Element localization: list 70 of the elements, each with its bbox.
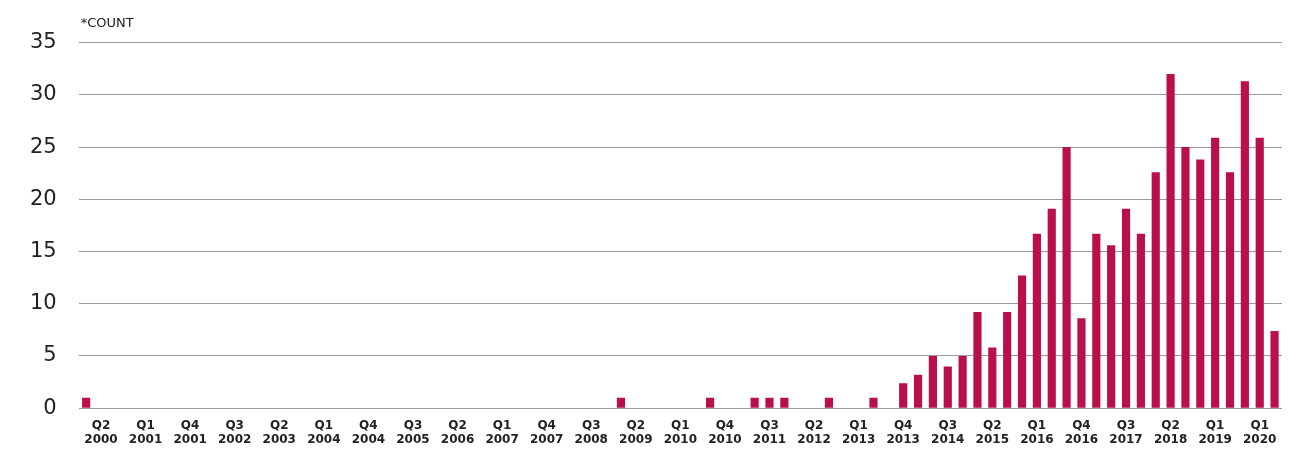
y-tick-label: 15 xyxy=(29,237,57,262)
bar xyxy=(1211,137,1220,408)
x-tick-label: Q1 2010 xyxy=(663,417,698,446)
bar xyxy=(1151,172,1160,408)
bar xyxy=(1032,233,1041,408)
bar xyxy=(705,397,715,408)
bar xyxy=(1255,137,1264,408)
bar xyxy=(824,397,833,408)
y-tick-label: 0 xyxy=(43,394,57,419)
x-tick-label: Q4 2001 xyxy=(173,417,207,446)
y-tick-label: 10 xyxy=(29,290,57,315)
x-tick-label: Q3 2011 xyxy=(752,417,787,446)
x-tick-label: Q3 2002 xyxy=(218,417,252,446)
y-tick-label: 30 xyxy=(29,81,57,106)
bar xyxy=(943,366,952,408)
y-tick-label: 5 xyxy=(43,342,57,367)
bar xyxy=(765,397,774,408)
x-tick-label: Q1 2001 xyxy=(128,417,163,446)
x-tick-label: Q1 2004 xyxy=(307,417,341,446)
x-tick-label: Q3 2005 xyxy=(396,417,430,446)
y-tick-label: 25 xyxy=(29,133,57,158)
bar xyxy=(1225,172,1235,408)
bar xyxy=(899,383,908,408)
x-tick-label: Q1 2013 xyxy=(841,417,876,446)
x-tick-label: Q1 2019 xyxy=(1198,417,1232,446)
x-tick-label: Q4 2004 xyxy=(351,417,386,446)
y-tick-label: 35 xyxy=(29,29,57,54)
x-tick-label: Q2 2009 xyxy=(619,417,653,446)
x-tick-label: Q2 2012 xyxy=(797,417,831,446)
bar xyxy=(1196,159,1205,408)
bar xyxy=(780,397,789,408)
x-tick-label: Q2 2000 xyxy=(84,417,118,446)
bar xyxy=(1240,81,1249,408)
x-tick-label: Q3 2014 xyxy=(931,417,965,446)
bar xyxy=(1047,208,1056,408)
bar xyxy=(1181,147,1190,408)
y-axis-title: *COUNT xyxy=(80,15,134,31)
y-tick-label: 20 xyxy=(29,185,57,210)
bar xyxy=(1017,275,1027,408)
bar xyxy=(928,355,937,408)
bar xyxy=(958,355,967,408)
x-tick-label: Q2 2003 xyxy=(262,417,296,446)
x-tick-label: Q4 2010 xyxy=(708,417,742,446)
bar xyxy=(1062,147,1071,408)
x-tick-label: Q1 2016 xyxy=(1020,417,1054,446)
x-tick-label: Q2 2015 xyxy=(975,417,1010,446)
x-tick-label: Q4 2013 xyxy=(886,417,920,446)
bar xyxy=(1107,245,1116,408)
bar xyxy=(988,347,997,408)
bar xyxy=(973,312,982,408)
bar xyxy=(750,397,759,408)
x-tick-label: Q4 2007 xyxy=(529,417,564,446)
x-tick-label: Q2 2006 xyxy=(440,417,475,446)
bar xyxy=(1077,318,1086,408)
bar xyxy=(869,397,878,408)
bar xyxy=(1092,233,1101,408)
bar xyxy=(1270,330,1279,408)
bar xyxy=(1121,208,1131,408)
x-tick-label: Q3 2017 xyxy=(1109,417,1143,446)
x-tick-label: Q3 2008 xyxy=(574,417,608,446)
bar xyxy=(1166,73,1175,408)
bar xyxy=(616,397,626,408)
x-tick-label: Q4 2016 xyxy=(1064,417,1099,446)
x-tick-label: Q2 2018 xyxy=(1153,417,1188,446)
x-tick-label: Q1 2007 xyxy=(485,417,519,446)
bar xyxy=(1003,312,1012,408)
x-tick-label: Q1 2020 xyxy=(1243,417,1277,446)
bar xyxy=(82,397,91,408)
bar xyxy=(1136,233,1145,408)
bar xyxy=(913,374,923,408)
